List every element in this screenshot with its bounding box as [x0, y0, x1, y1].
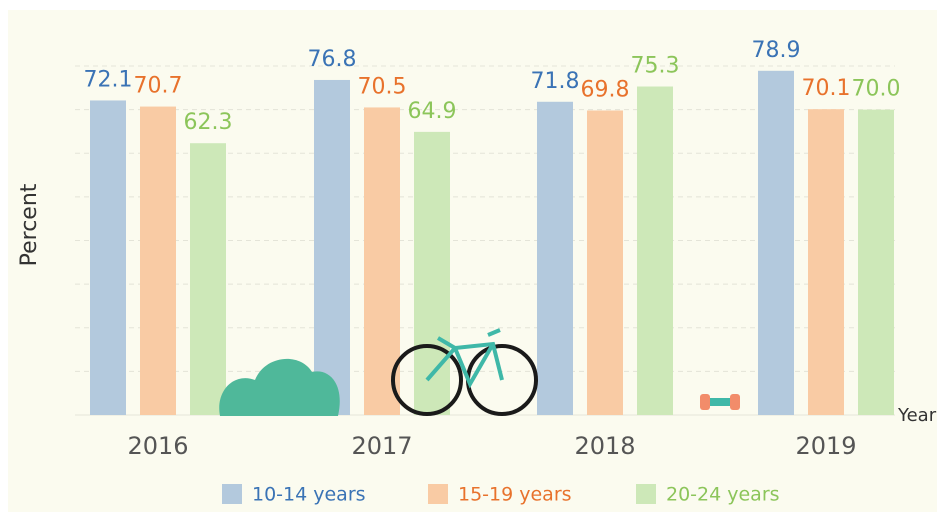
- bar: [808, 109, 844, 415]
- bar: [587, 110, 623, 415]
- dumbbell: [730, 394, 740, 410]
- dumbbell: [700, 398, 740, 406]
- legend-label: 15-19 years: [458, 484, 572, 506]
- x-tick-label: 2017: [351, 432, 412, 460]
- bar: [314, 79, 350, 416]
- value-label: 70.5: [358, 74, 407, 99]
- value-label: 69.8: [581, 77, 630, 102]
- bar: [140, 106, 176, 415]
- bike-frame: [425, 328, 504, 389]
- bar: [537, 101, 573, 416]
- y-axis-label: Percent: [17, 183, 42, 266]
- value-label: 62.3: [184, 110, 233, 135]
- value-label: 70.1: [802, 76, 851, 101]
- bike-wheel: [391, 344, 463, 416]
- bar: [90, 100, 126, 416]
- bush: [219, 358, 340, 416]
- legend-swatch: [222, 484, 242, 504]
- illustrations: [219, 328, 740, 416]
- value-label: 75.3: [631, 54, 680, 79]
- bar: [190, 143, 226, 415]
- x-tick-label: 2018: [574, 432, 635, 460]
- value-label: 64.9: [408, 99, 457, 124]
- bar: [637, 86, 673, 415]
- value-label: 76.8: [308, 47, 357, 72]
- legend-label: 10-14 years: [252, 484, 366, 506]
- value-label: 78.9: [752, 38, 801, 63]
- x-axis-label: Year: [897, 405, 937, 426]
- value-label: 71.8: [531, 69, 580, 94]
- x-tick-label: 2019: [795, 432, 856, 460]
- dumbbell: [700, 394, 710, 410]
- legend-swatch: [428, 484, 448, 504]
- value-label: 72.1: [84, 67, 133, 92]
- bar: [858, 109, 894, 415]
- bar: [364, 107, 400, 415]
- bar: [758, 70, 794, 415]
- x-tick-label: 2016: [127, 432, 188, 460]
- value-label: 70.0: [852, 77, 901, 102]
- legend-label: 20-24 years: [666, 484, 780, 506]
- value-label: 70.7: [134, 74, 183, 99]
- legend-swatch: [636, 484, 656, 504]
- bar: [414, 131, 450, 415]
